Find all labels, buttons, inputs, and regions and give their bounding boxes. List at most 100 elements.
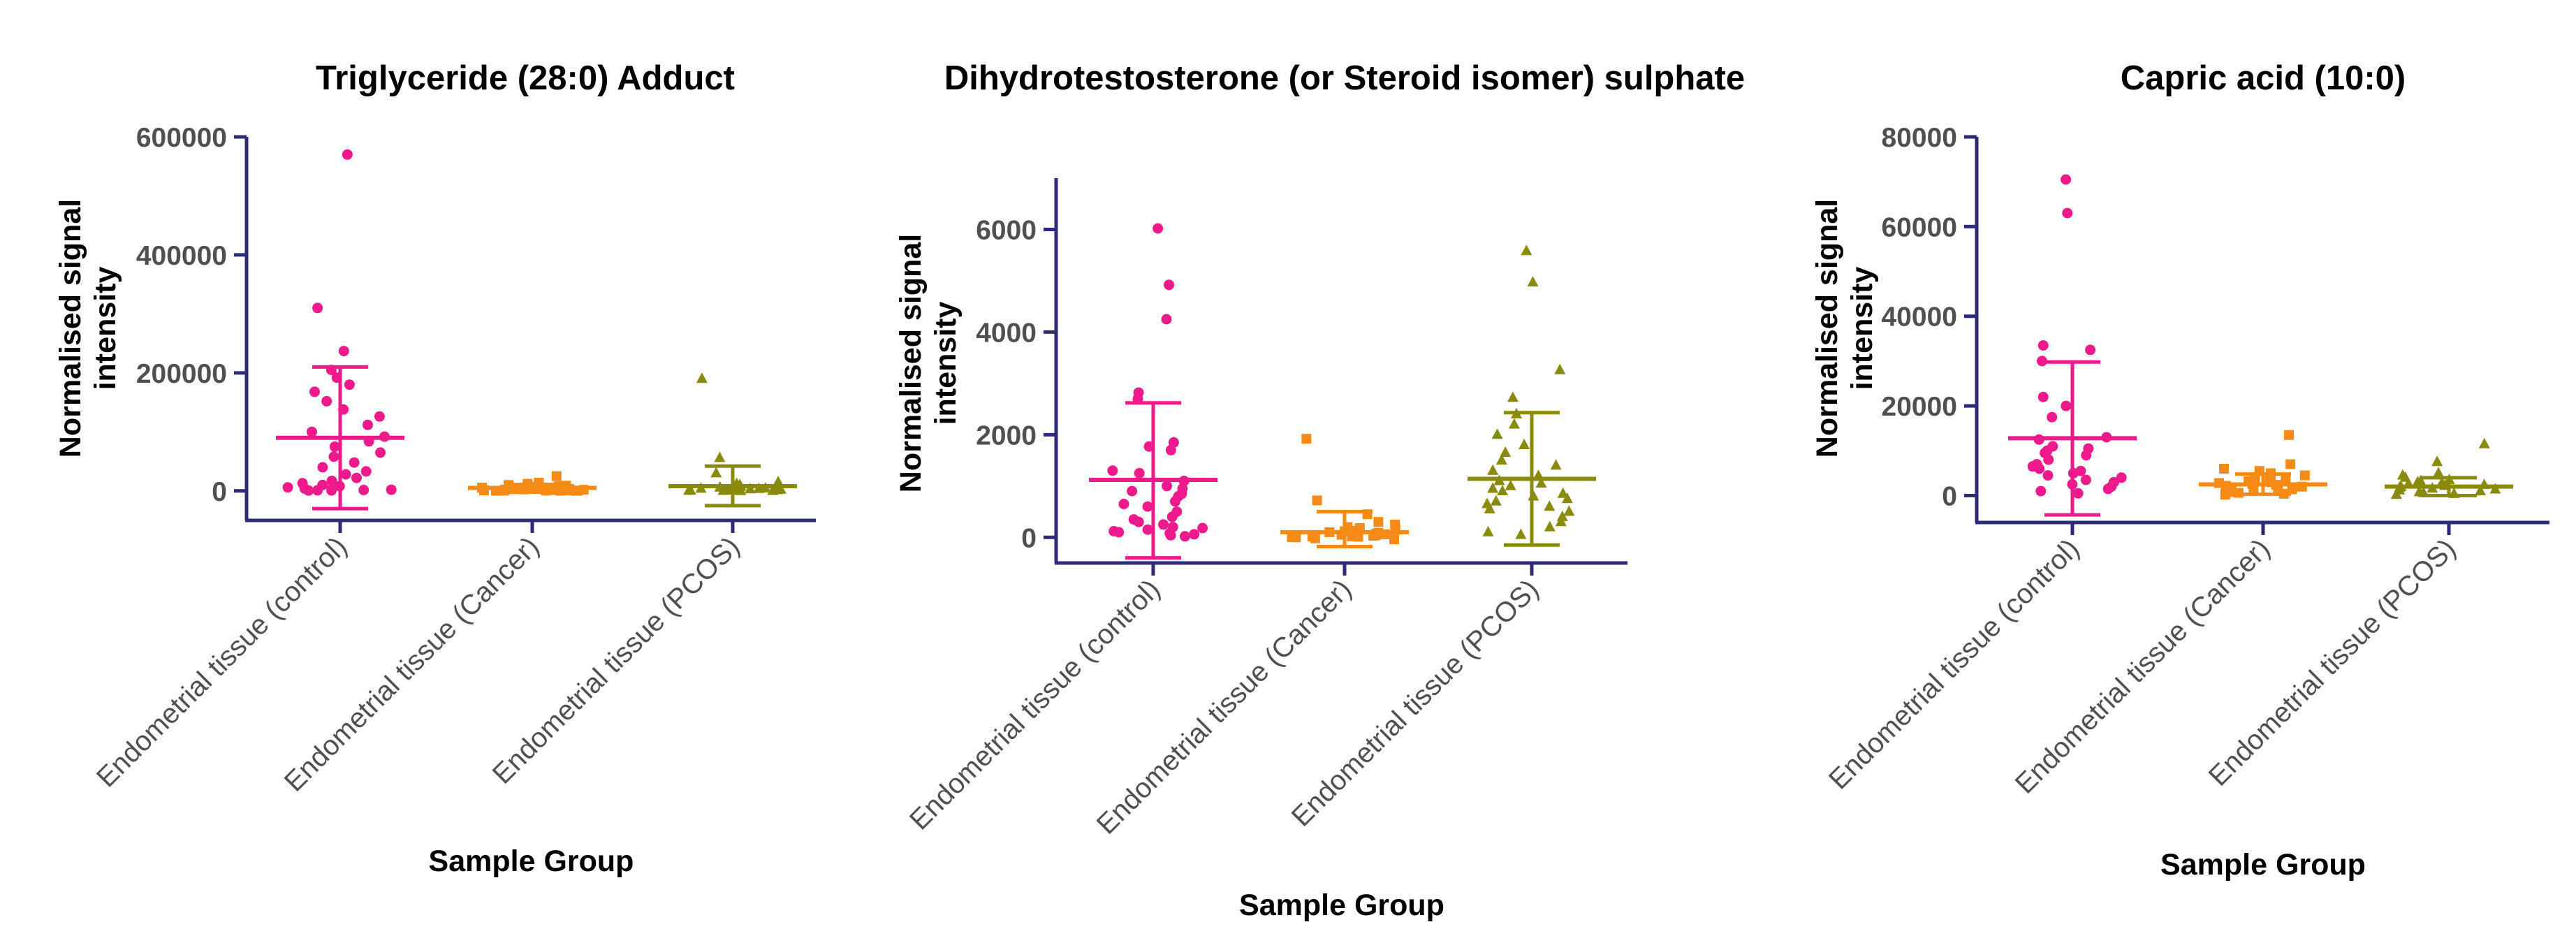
- chart-3-point: [2043, 454, 2054, 465]
- chart-2-point: [1535, 477, 1547, 488]
- chart-1-point: [363, 419, 373, 430]
- chart-3-point: [2102, 483, 2114, 495]
- chart-2-point: [1497, 485, 1509, 496]
- chart-3-point: [2285, 459, 2296, 469]
- chart-2-point: [1482, 525, 1494, 536]
- chart-2-point: [1521, 244, 1532, 256]
- chart-1-title: Triglyceride (28:0) Adduct: [316, 59, 735, 97]
- chart-1-point: [696, 372, 708, 383]
- chart-3-ytick-label: 40000: [1882, 302, 1957, 332]
- chart-3-point: [2037, 340, 2049, 351]
- chart-2-point: [1563, 505, 1575, 516]
- chart-2-point: [1550, 459, 1562, 470]
- chart-3-point: [2478, 437, 2490, 448]
- chart-2-point: [1133, 516, 1144, 527]
- chart-2-point: [1170, 496, 1180, 507]
- chart-1-point: [326, 475, 337, 486]
- chart-2-point: [1301, 434, 1312, 444]
- chart-3-point: [2061, 174, 2072, 185]
- chart-3-point: [2047, 411, 2058, 423]
- chart-3-point: [2042, 470, 2054, 481]
- chart-2-point: [1508, 418, 1520, 429]
- chart-3-xlabel: Sample Group: [2160, 848, 2366, 882]
- chart-1-point: [710, 467, 722, 478]
- chart-2-point: [1353, 532, 1363, 542]
- chart-2-point: [1166, 511, 1178, 522]
- chart-2-point: [1312, 495, 1322, 506]
- chart-2-point: [1487, 464, 1499, 475]
- chart-1-point: [307, 426, 317, 437]
- chart-1-point: [767, 484, 779, 495]
- chart-3-point: [2062, 207, 2073, 219]
- chart-2-ytick-label: 2000: [976, 421, 1037, 451]
- chart-2-point: [1527, 276, 1539, 287]
- chart-3-point: [2284, 430, 2295, 440]
- chart-3-point: [2072, 488, 2084, 499]
- chart-2-point: [1500, 446, 1512, 457]
- chart-2-point: [1484, 502, 1495, 513]
- chart-1-point: [349, 457, 360, 468]
- chart-2-point: [1142, 501, 1153, 512]
- chart-3-title: Capric acid (10:0): [2121, 59, 2406, 97]
- chart-2-point: [1113, 527, 1125, 538]
- chart-1-xlabel: Sample Group: [429, 844, 634, 878]
- chart-3-point: [2433, 467, 2445, 478]
- chart-1-point: [683, 484, 695, 495]
- chart-3-ytick-label: 0: [1942, 481, 1957, 511]
- chart-2-point: [1107, 465, 1118, 476]
- chart-1-ytick-label: 400000: [136, 241, 227, 271]
- chart-1-point: [312, 485, 323, 496]
- chart-2-point: [1180, 531, 1190, 542]
- chart-3-point: [2037, 391, 2049, 402]
- chart-3-point: [2081, 450, 2092, 461]
- chart-3-point: [2035, 485, 2047, 497]
- chart-1-point: [551, 471, 562, 481]
- chart-2-point: [1515, 528, 1527, 539]
- chart-1-point: [317, 462, 328, 473]
- chart-1-point: [338, 346, 349, 357]
- chart-2-point: [1310, 533, 1320, 543]
- chart-1-ytick-label: 0: [212, 477, 227, 507]
- chart-2-ylabel-line: intensity: [929, 302, 963, 425]
- chart-2-point: [1158, 519, 1169, 530]
- chart-3-ylabel-line: intensity: [1845, 267, 1879, 390]
- chart-1-point: [329, 441, 340, 452]
- chart-2-xlabel: Sample Group: [1239, 889, 1444, 922]
- chart-1-point: [714, 451, 726, 462]
- chart-2-point: [1189, 529, 1200, 540]
- chart-2-point: [1555, 515, 1567, 527]
- chart-2-ytick-label: 0: [1021, 523, 1037, 553]
- chart-2-point: [1490, 495, 1502, 506]
- chart-3-ylabel-line: Normalised signal: [1810, 199, 1844, 458]
- chart-2-point: [1487, 482, 1499, 493]
- chart-2-point: [1164, 279, 1175, 291]
- chart-1-point: [717, 484, 729, 495]
- chart-1-point: [735, 484, 747, 495]
- chart-2-point: [1544, 520, 1556, 532]
- chart-1-point: [344, 379, 355, 390]
- chart-2-point: [1161, 314, 1172, 325]
- chart-2-point: [1162, 481, 1173, 492]
- chart-3-point: [2299, 470, 2310, 481]
- chart-1-point: [328, 451, 339, 462]
- chart-3-point: [2219, 464, 2229, 474]
- chart-2-point: [1118, 499, 1129, 509]
- chart-1-point: [374, 411, 385, 422]
- chart-1-point: [360, 466, 372, 477]
- chart-2-point: [1554, 363, 1566, 374]
- chart-1-point: [312, 302, 323, 314]
- chart-3-point: [2220, 490, 2230, 500]
- chart-2-point: [1505, 479, 1516, 490]
- chart-1-point: [386, 484, 397, 495]
- chart-1-ytick-label: 600000: [136, 123, 227, 153]
- chart-1-point: [340, 469, 351, 480]
- chart-1-point: [282, 482, 293, 493]
- chart-3-point: [2061, 400, 2072, 411]
- chart-2-point: [1518, 439, 1530, 449]
- chart-1-point: [309, 386, 320, 397]
- chart-3-point: [2116, 472, 2127, 483]
- chart-3-point: [2412, 476, 2424, 487]
- chart-3-point: [2475, 485, 2486, 496]
